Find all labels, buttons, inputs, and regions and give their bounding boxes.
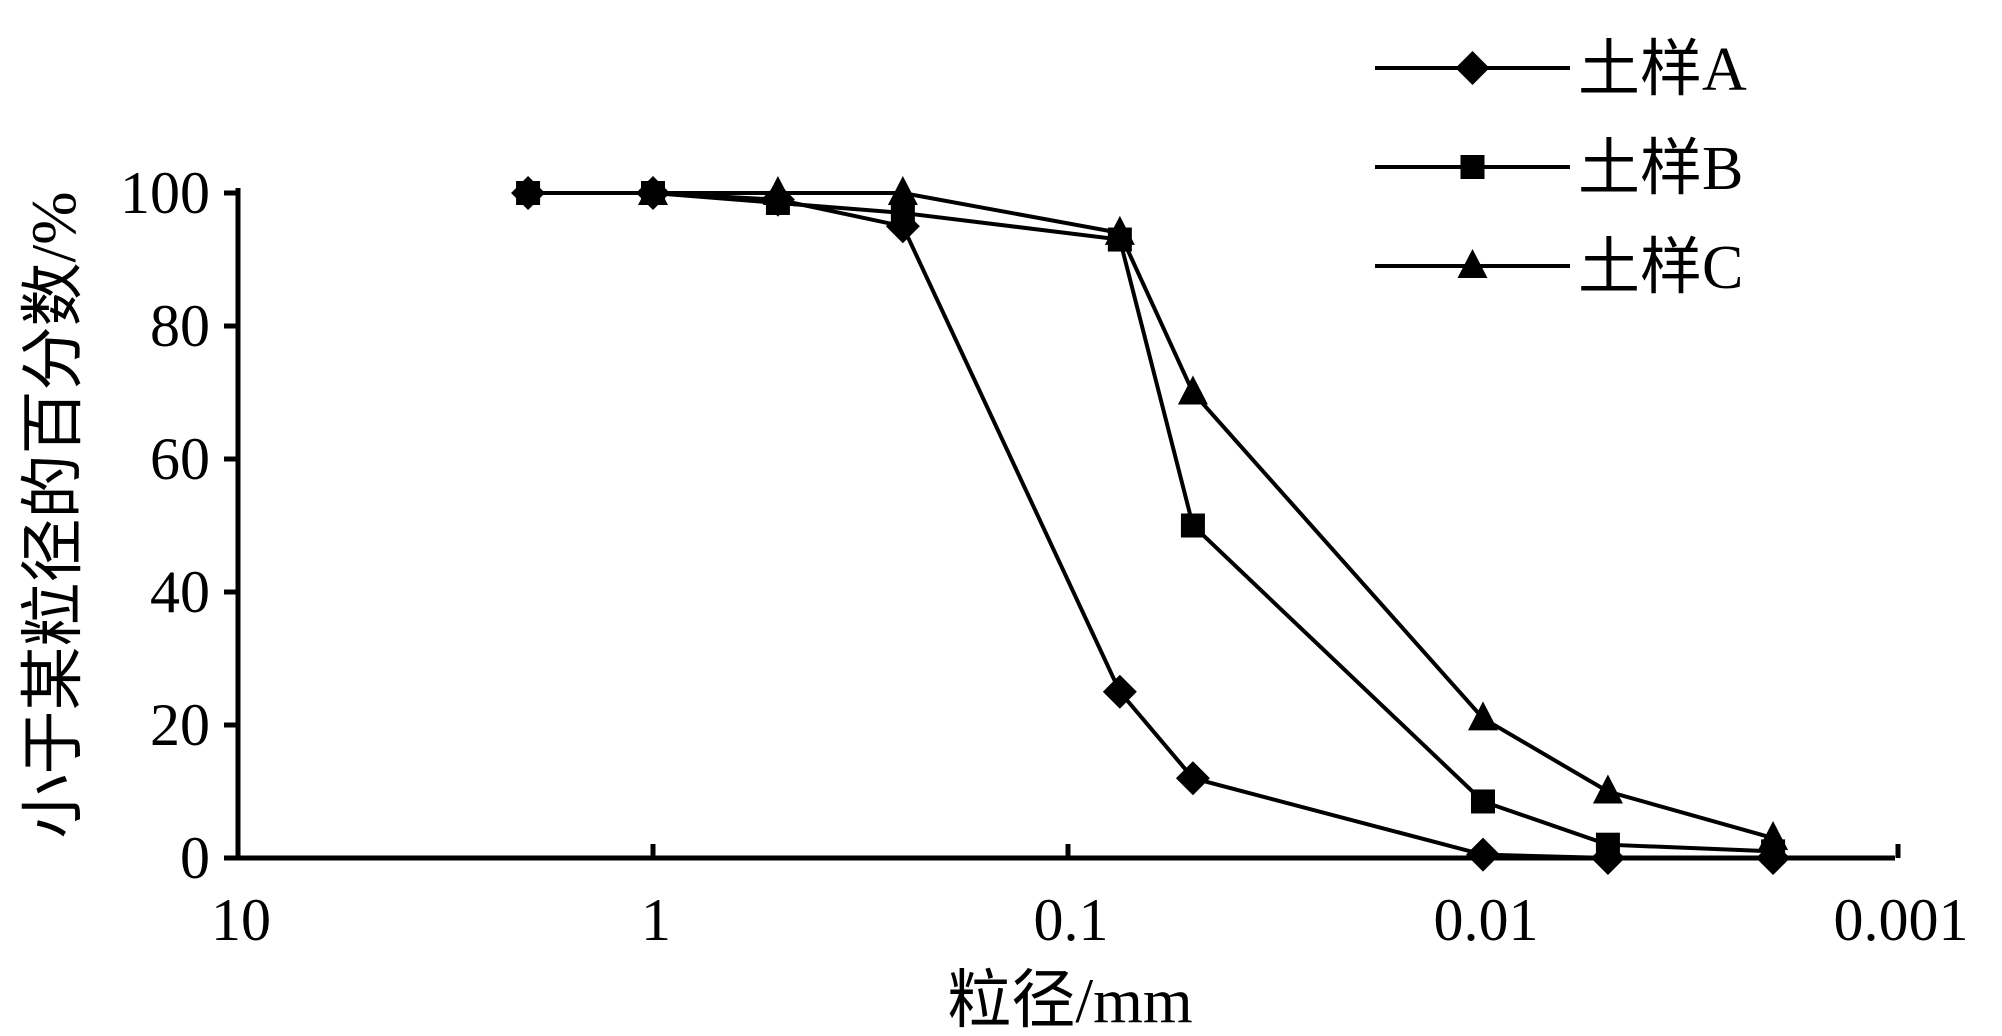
y-axis-ticks: 0 20 40 60 80 100 [120, 160, 238, 891]
legend-label: 土样B [1578, 135, 1743, 203]
legend-marker [1457, 249, 1488, 278]
y-tick-label: 100 [120, 160, 210, 226]
data-point [1590, 841, 1625, 875]
data-point [1102, 674, 1137, 709]
data-point [1177, 375, 1208, 405]
legend-marker [1460, 155, 1485, 179]
series-group [511, 176, 1791, 875]
data-point [760, 182, 795, 217]
x-tick-label: 0.01 [1434, 887, 1539, 953]
data-point [1756, 841, 1791, 875]
data-point [887, 176, 918, 205]
data-point [636, 176, 670, 210]
y-tick-label: 80 [150, 293, 210, 359]
data-point [1471, 789, 1495, 814]
x-tick-label: 0.001 [1834, 887, 1969, 953]
x-tick-label: 0.1 [1034, 887, 1109, 953]
x-axis-ticks: 10 1 0.1 0.01 0.001 [211, 844, 1969, 953]
data-point [1468, 701, 1498, 731]
series-line [653, 191, 1774, 840]
y-axis-title: 小于某粒径的百分数/% [18, 191, 89, 838]
legend: 土样A 土样B 土样C [1375, 36, 1747, 302]
data-point [511, 176, 546, 210]
y-tick-label: 40 [150, 559, 210, 625]
x-axis-title: 粒径/mm [947, 965, 1192, 1036]
x-tick-label: 1 [641, 887, 671, 953]
x-tick-label: 10 [211, 887, 271, 953]
legend-label: 土样A [1578, 36, 1747, 104]
data-point [1180, 513, 1205, 538]
legend-label: 土样C [1578, 234, 1743, 302]
y-tick-label: 20 [150, 692, 210, 758]
data-point [1592, 774, 1623, 804]
y-tick-label: 0 [180, 825, 210, 891]
data-point [1175, 761, 1210, 796]
series-diamond [511, 176, 1791, 875]
data-point [1466, 837, 1500, 872]
data-point [1107, 227, 1132, 252]
data-point [885, 209, 920, 244]
y-tick-label: 60 [150, 426, 210, 492]
legend-marker [1455, 51, 1490, 85]
